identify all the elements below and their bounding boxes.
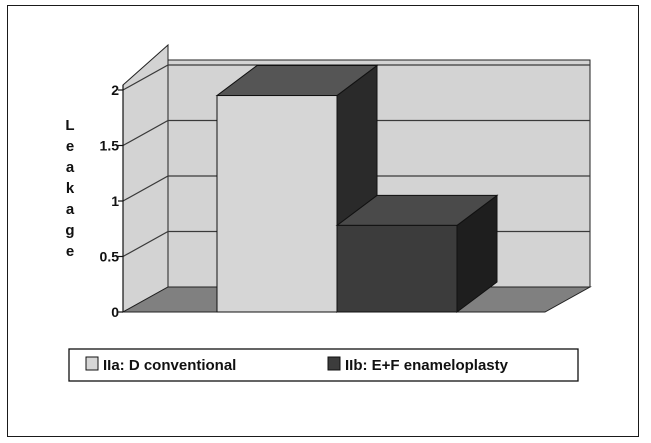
legend-swatch <box>327 356 341 371</box>
gridline <box>122 119 590 147</box>
legend-swatch <box>85 356 99 371</box>
y-axis-label-char: L <box>65 117 74 134</box>
bar-2 <box>336 224 458 313</box>
y-axis-label-char: a <box>66 201 75 218</box>
bar-1 <box>216 95 338 313</box>
y-axis-label-char: e <box>66 243 74 260</box>
y-axis-label-char: e <box>66 138 74 155</box>
y-axis-label-char: g <box>65 222 74 239</box>
y-tick-label: 0 <box>111 304 119 320</box>
y-axis-label-char: k <box>66 180 75 197</box>
legend-label: IIa: D conventional <box>103 357 236 374</box>
legend-box <box>68 348 579 382</box>
gridline <box>122 64 590 91</box>
y-tick-label: 1 <box>111 193 119 209</box>
legend-label: IIb: E+F enameloplasty <box>345 357 509 374</box>
y-axis-label-char: a <box>66 159 75 176</box>
gridline <box>122 175 590 202</box>
y-tick-label: 1.5 <box>100 138 120 154</box>
y-axis: 0 0.5 1 1.5 2 <box>100 82 124 320</box>
left-wall <box>122 43 169 313</box>
chart-legend: IIa: D conventional IIb: E+F enameloplast… <box>68 348 579 382</box>
y-tick-label: 0.5 <box>100 249 120 265</box>
y-tick-label: 2 <box>111 82 119 98</box>
chart-bars <box>215 64 499 313</box>
